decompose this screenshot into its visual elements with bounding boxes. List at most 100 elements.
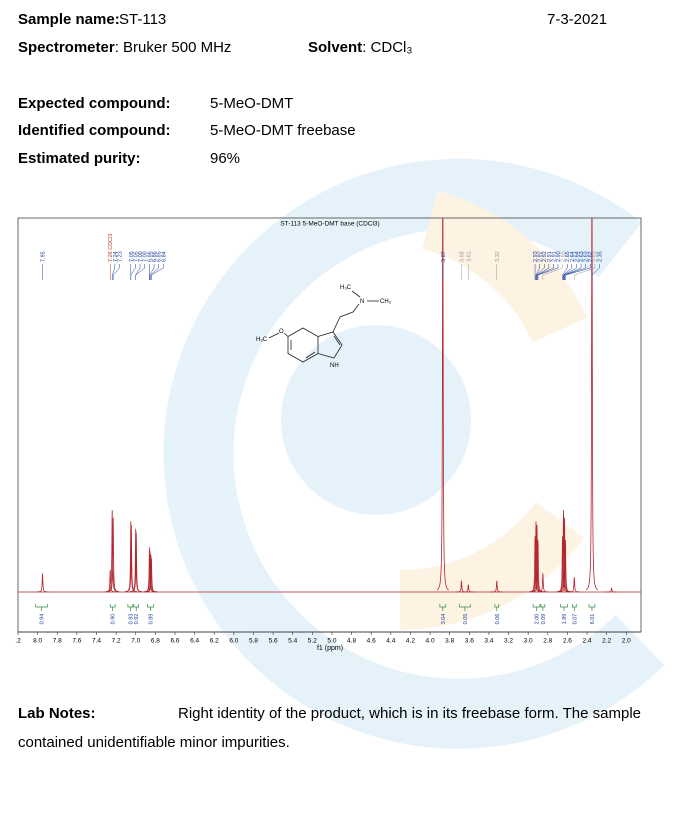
peak-label: 6.86 [147, 251, 153, 262]
peak-label: 7.26 CDCl3 [108, 234, 114, 262]
peak-label: 7.05 [133, 251, 139, 262]
integral-bracket [147, 604, 154, 611]
peak-label: 3.32 [495, 251, 501, 262]
peak-label-connector [542, 264, 563, 280]
integral-bracket [560, 604, 568, 611]
summary-label: Identified compound: [18, 122, 171, 139]
integral-bracket [494, 604, 500, 611]
peak-label: 2.92 [542, 251, 548, 262]
peak-label-connector [563, 264, 577, 280]
integral-label: 2.00 [535, 614, 541, 625]
x-tick-label: 4.8 [347, 638, 356, 645]
x-tick-label: .2 [15, 638, 21, 645]
x-tick-label: 7.8 [53, 638, 62, 645]
integral-bracket [532, 604, 541, 611]
integral-bracket [571, 604, 577, 611]
peak-label: 2.62 [588, 251, 594, 262]
x-tick-label: 4.2 [406, 638, 415, 645]
x-tick-label: 6.2 [210, 638, 219, 645]
structure-label: H₃C [256, 337, 268, 343]
integral-bracket [127, 604, 134, 611]
peak-label: 2.90 [556, 251, 562, 262]
integral-bracket [459, 604, 471, 611]
peak-label-connector [574, 264, 596, 280]
peak [107, 517, 120, 593]
x-tick-label: 6.8 [151, 638, 160, 645]
x-tick-label: 5.0 [327, 638, 336, 645]
integral-label: 0.94 [40, 614, 46, 625]
peak-label: 2.63 [579, 251, 585, 262]
peak [145, 558, 158, 593]
peak [462, 584, 475, 593]
x-tick-label: 7.2 [112, 638, 121, 645]
peak-label: 6.85 [157, 251, 163, 262]
peak-label-connector [565, 264, 591, 280]
peak-label: 3.61 [466, 251, 472, 262]
integral-bracket [588, 604, 596, 611]
peak-label: 7.00 [143, 251, 149, 262]
structure-label: O [279, 329, 284, 335]
spectrometer-value: : Bruker 500 MHz [114, 39, 232, 56]
peak-label: 2.64 [570, 251, 576, 262]
x-tick-label: 7.6 [72, 638, 81, 645]
x-tick-label: 6.4 [190, 638, 199, 645]
peak-label-connector [112, 264, 120, 280]
notes-label: Lab Notes: [18, 705, 96, 722]
peak-label-connector [591, 264, 600, 280]
peak-label-connector [536, 264, 554, 280]
peak-label-connector [149, 264, 155, 280]
peak [568, 577, 581, 593]
peak [559, 539, 572, 593]
solvent-line: Solvent: CDCl₃ [308, 39, 412, 56]
integral-label: 0.09 [541, 614, 547, 625]
x-tick-label: 5.8 [249, 638, 258, 645]
integral-bracket [109, 604, 116, 611]
peak-label: 7.05 [129, 251, 135, 262]
structure-labels: H₃C N CH₃ H₃C O NH [256, 285, 392, 369]
x-tick-label: 3.2 [504, 638, 513, 645]
integral-label: 0.06 [495, 614, 501, 625]
x-tick-label: 5.2 [308, 638, 317, 645]
integral-label: 0.07 [572, 614, 578, 625]
integral-bracket [439, 604, 447, 611]
spectrum-trace [18, 218, 641, 593]
integral-label: 3.04 [441, 614, 447, 625]
peak-label: 7.95 [41, 251, 47, 262]
peak-label: 2.92 [538, 251, 544, 262]
peak [585, 218, 599, 591]
spectrometer-line: Spectrometer: Bruker 500 MHz [18, 39, 231, 56]
integral-label: 6.01 [590, 614, 596, 625]
x-tick-label: 6.6 [170, 638, 179, 645]
peak-label: 2.65 [565, 251, 571, 262]
peak-label: 2.93 [533, 251, 539, 262]
structure-label: CH₃ [380, 299, 392, 305]
peak-label: 2.91 [551, 251, 557, 262]
peak-label: 2.63 [584, 251, 590, 262]
sample-value: ST-113 [119, 11, 167, 28]
peak-label: 7.23 [117, 251, 123, 262]
x-axis-label: f1 (ppm) [317, 645, 343, 652]
integral-label: 0.90 [111, 614, 117, 625]
spectrum-title: ST-113 5-MeO-DMT base (CDCl3) [280, 221, 379, 228]
x-tick-label: 4.0 [426, 638, 435, 645]
peak-label: 7.00 [138, 251, 144, 262]
peak-label: 3.68 [459, 251, 465, 262]
integral-bracket [35, 604, 48, 611]
peak-label: 6.84 [161, 251, 167, 262]
solvent-value: : CDCl₃ [362, 39, 413, 56]
peak-label-connector [537, 264, 559, 280]
integral-bracket [133, 604, 140, 611]
x-tick-label: 7.4 [92, 638, 101, 645]
peak-label-connector [150, 264, 159, 280]
x-tick-label: 2.4 [583, 638, 592, 645]
notes-text: Right identity of the product, which is … [18, 705, 641, 751]
peak [490, 580, 503, 593]
peak-label: 6.86 [152, 251, 158, 262]
peak-label: 2.91 [547, 251, 553, 262]
peak-label-connector [562, 264, 568, 280]
x-tick-label: 2.2 [602, 638, 611, 645]
integral-label: 0.89 [148, 614, 154, 625]
structure-label: H₃C [340, 285, 352, 291]
